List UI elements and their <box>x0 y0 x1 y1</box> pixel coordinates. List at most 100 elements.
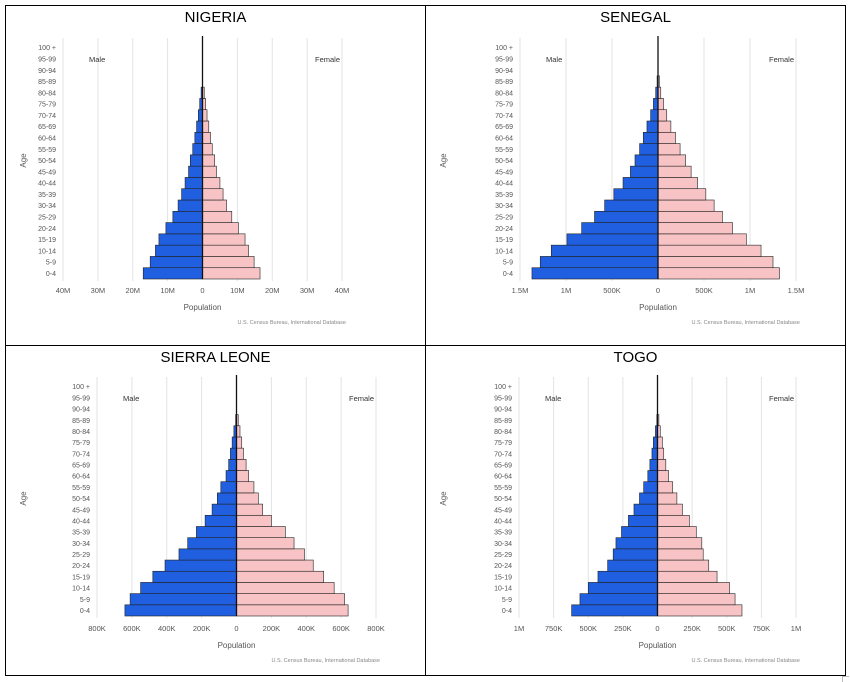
chart-cell-sierra-leone: SIERRA LEONE 800K 600K 400K 200K 0 200K 400K 60… <box>6 346 426 675</box>
age-tick-label: 45-49 <box>495 169 513 176</box>
population-pyramid-nigeria: 40M 30M 20M 10M 0 10M 20M 30M 40M 0-4 5-9 10-14 15-1… <box>19 36 350 326</box>
female-bar <box>657 222 733 235</box>
age-tick-label: 35-39 <box>494 530 512 537</box>
age-tick-label: 65-69 <box>495 124 513 131</box>
female-bar <box>657 481 674 494</box>
female-bar <box>202 233 246 246</box>
female-bar <box>657 436 663 449</box>
x-tick-label: 1.5M <box>512 286 529 295</box>
corner-mark <box>842 676 849 682</box>
male-bar <box>594 210 659 223</box>
x-axis-title: Population <box>184 303 222 312</box>
x-tick-label: 1M <box>561 286 571 295</box>
female-bar <box>202 244 249 257</box>
female-bar <box>657 188 707 201</box>
x-axis-title: Population <box>639 303 677 312</box>
female-bar <box>657 470 669 483</box>
x-tick-label: 500K <box>579 624 597 633</box>
male-bar <box>225 470 237 483</box>
female-bar <box>657 526 697 538</box>
male-bar <box>187 537 237 550</box>
female-bar <box>202 154 216 167</box>
age-tick-label: 35-39 <box>38 192 56 199</box>
female-bar <box>657 233 747 246</box>
female-bar <box>236 447 244 460</box>
male-bar <box>634 154 659 167</box>
age-tick-label: 95-99 <box>495 57 513 64</box>
female-bar <box>657 503 683 516</box>
male-bar <box>196 526 237 538</box>
age-tick-label: 50-54 <box>38 158 56 165</box>
x-tick-label: 40M <box>56 286 71 295</box>
female-bar <box>657 548 704 561</box>
female-bar <box>202 267 261 280</box>
age-tick-label: 5-9 <box>46 260 56 267</box>
male-bar <box>621 526 658 538</box>
male-bar <box>628 514 658 527</box>
male-bar <box>653 98 659 111</box>
male-bar <box>615 537 658 550</box>
male-label: Male <box>546 55 562 64</box>
male-bar <box>129 593 237 606</box>
female-label: Female <box>349 394 374 403</box>
x-tick-label: 10M <box>160 286 175 295</box>
x-tick-label: 40M <box>335 286 350 295</box>
male-bar <box>566 233 659 246</box>
x-tick-label: 1M <box>791 624 801 633</box>
age-tick-label: 45-49 <box>38 169 56 176</box>
age-tick-label: 90-94 <box>495 68 513 75</box>
male-bar <box>184 177 203 190</box>
female-bar <box>202 188 224 201</box>
female-bar <box>657 177 698 190</box>
female-bar <box>657 459 667 471</box>
female-bar <box>657 165 692 178</box>
age-tick-label: 10-14 <box>495 248 513 255</box>
male-bar <box>539 256 659 269</box>
male-bar <box>579 593 658 606</box>
age-tick-label: 70-74 <box>495 113 513 120</box>
age-tick-label: 0-4 <box>502 608 512 615</box>
population-pyramid-senegal: 1.5M 1M 500K 0 500K 1M 1.5M 0-4 5-9 10-14 15-19 20-… <box>439 36 804 326</box>
male-label: Male <box>123 394 139 403</box>
male-bar <box>587 582 658 594</box>
age-tick-label: 80-84 <box>494 429 512 436</box>
male-bar <box>630 165 659 178</box>
age-tick-label: 80-84 <box>38 90 56 97</box>
age-tick-label: 50-54 <box>495 158 513 165</box>
age-tick-label: 45-49 <box>494 507 512 514</box>
age-tick-label: 85-89 <box>38 79 56 86</box>
age-tick-label: 65-69 <box>72 463 90 470</box>
age-tick-label: 20-24 <box>38 226 56 233</box>
female-bar <box>236 559 314 572</box>
female-bar <box>202 165 217 178</box>
x-tick-label: 20M <box>125 286 140 295</box>
female-bar <box>236 492 259 505</box>
male-bar <box>607 559 658 572</box>
x-tick-label: 0 <box>200 286 204 295</box>
female-bar <box>236 526 286 538</box>
female-bar <box>236 604 349 617</box>
male-bar <box>164 559 237 572</box>
population-pyramid-sierra-leone: 800K 600K 400K 200K 0 200K 400K 600K 800K 0-4 5-9 1… <box>19 375 385 664</box>
x-tick-label: 500K <box>695 286 713 295</box>
male-bar <box>124 604 237 617</box>
age-tick-label: 70-74 <box>72 451 90 458</box>
male-bar <box>647 470 658 483</box>
x-tick-label: 1M <box>745 286 755 295</box>
age-tick-label: 5-9 <box>80 597 90 604</box>
age-tick-label: 5-9 <box>503 260 513 267</box>
x-axis-title: Population <box>639 641 677 650</box>
age-tick-label: 85-89 <box>495 79 513 86</box>
age-tick-label: 65-69 <box>38 124 56 131</box>
chart-title: SENEGAL <box>600 9 671 26</box>
male-bar <box>211 503 237 516</box>
age-tick-label: 40-44 <box>495 181 513 188</box>
age-tick-label: 25-29 <box>38 215 56 222</box>
male-bar <box>188 165 203 178</box>
male-bar <box>192 143 203 156</box>
x-tick-label: 750K <box>545 624 563 633</box>
female-bar <box>657 447 665 460</box>
chart-grid-table: NIGERIA 40M 30M 20M 10M 0 10M 20M 30M 40M 0-4 5-9 1… <box>5 5 846 676</box>
female-bar <box>236 503 263 516</box>
chart-title: NIGERIA <box>184 9 247 26</box>
